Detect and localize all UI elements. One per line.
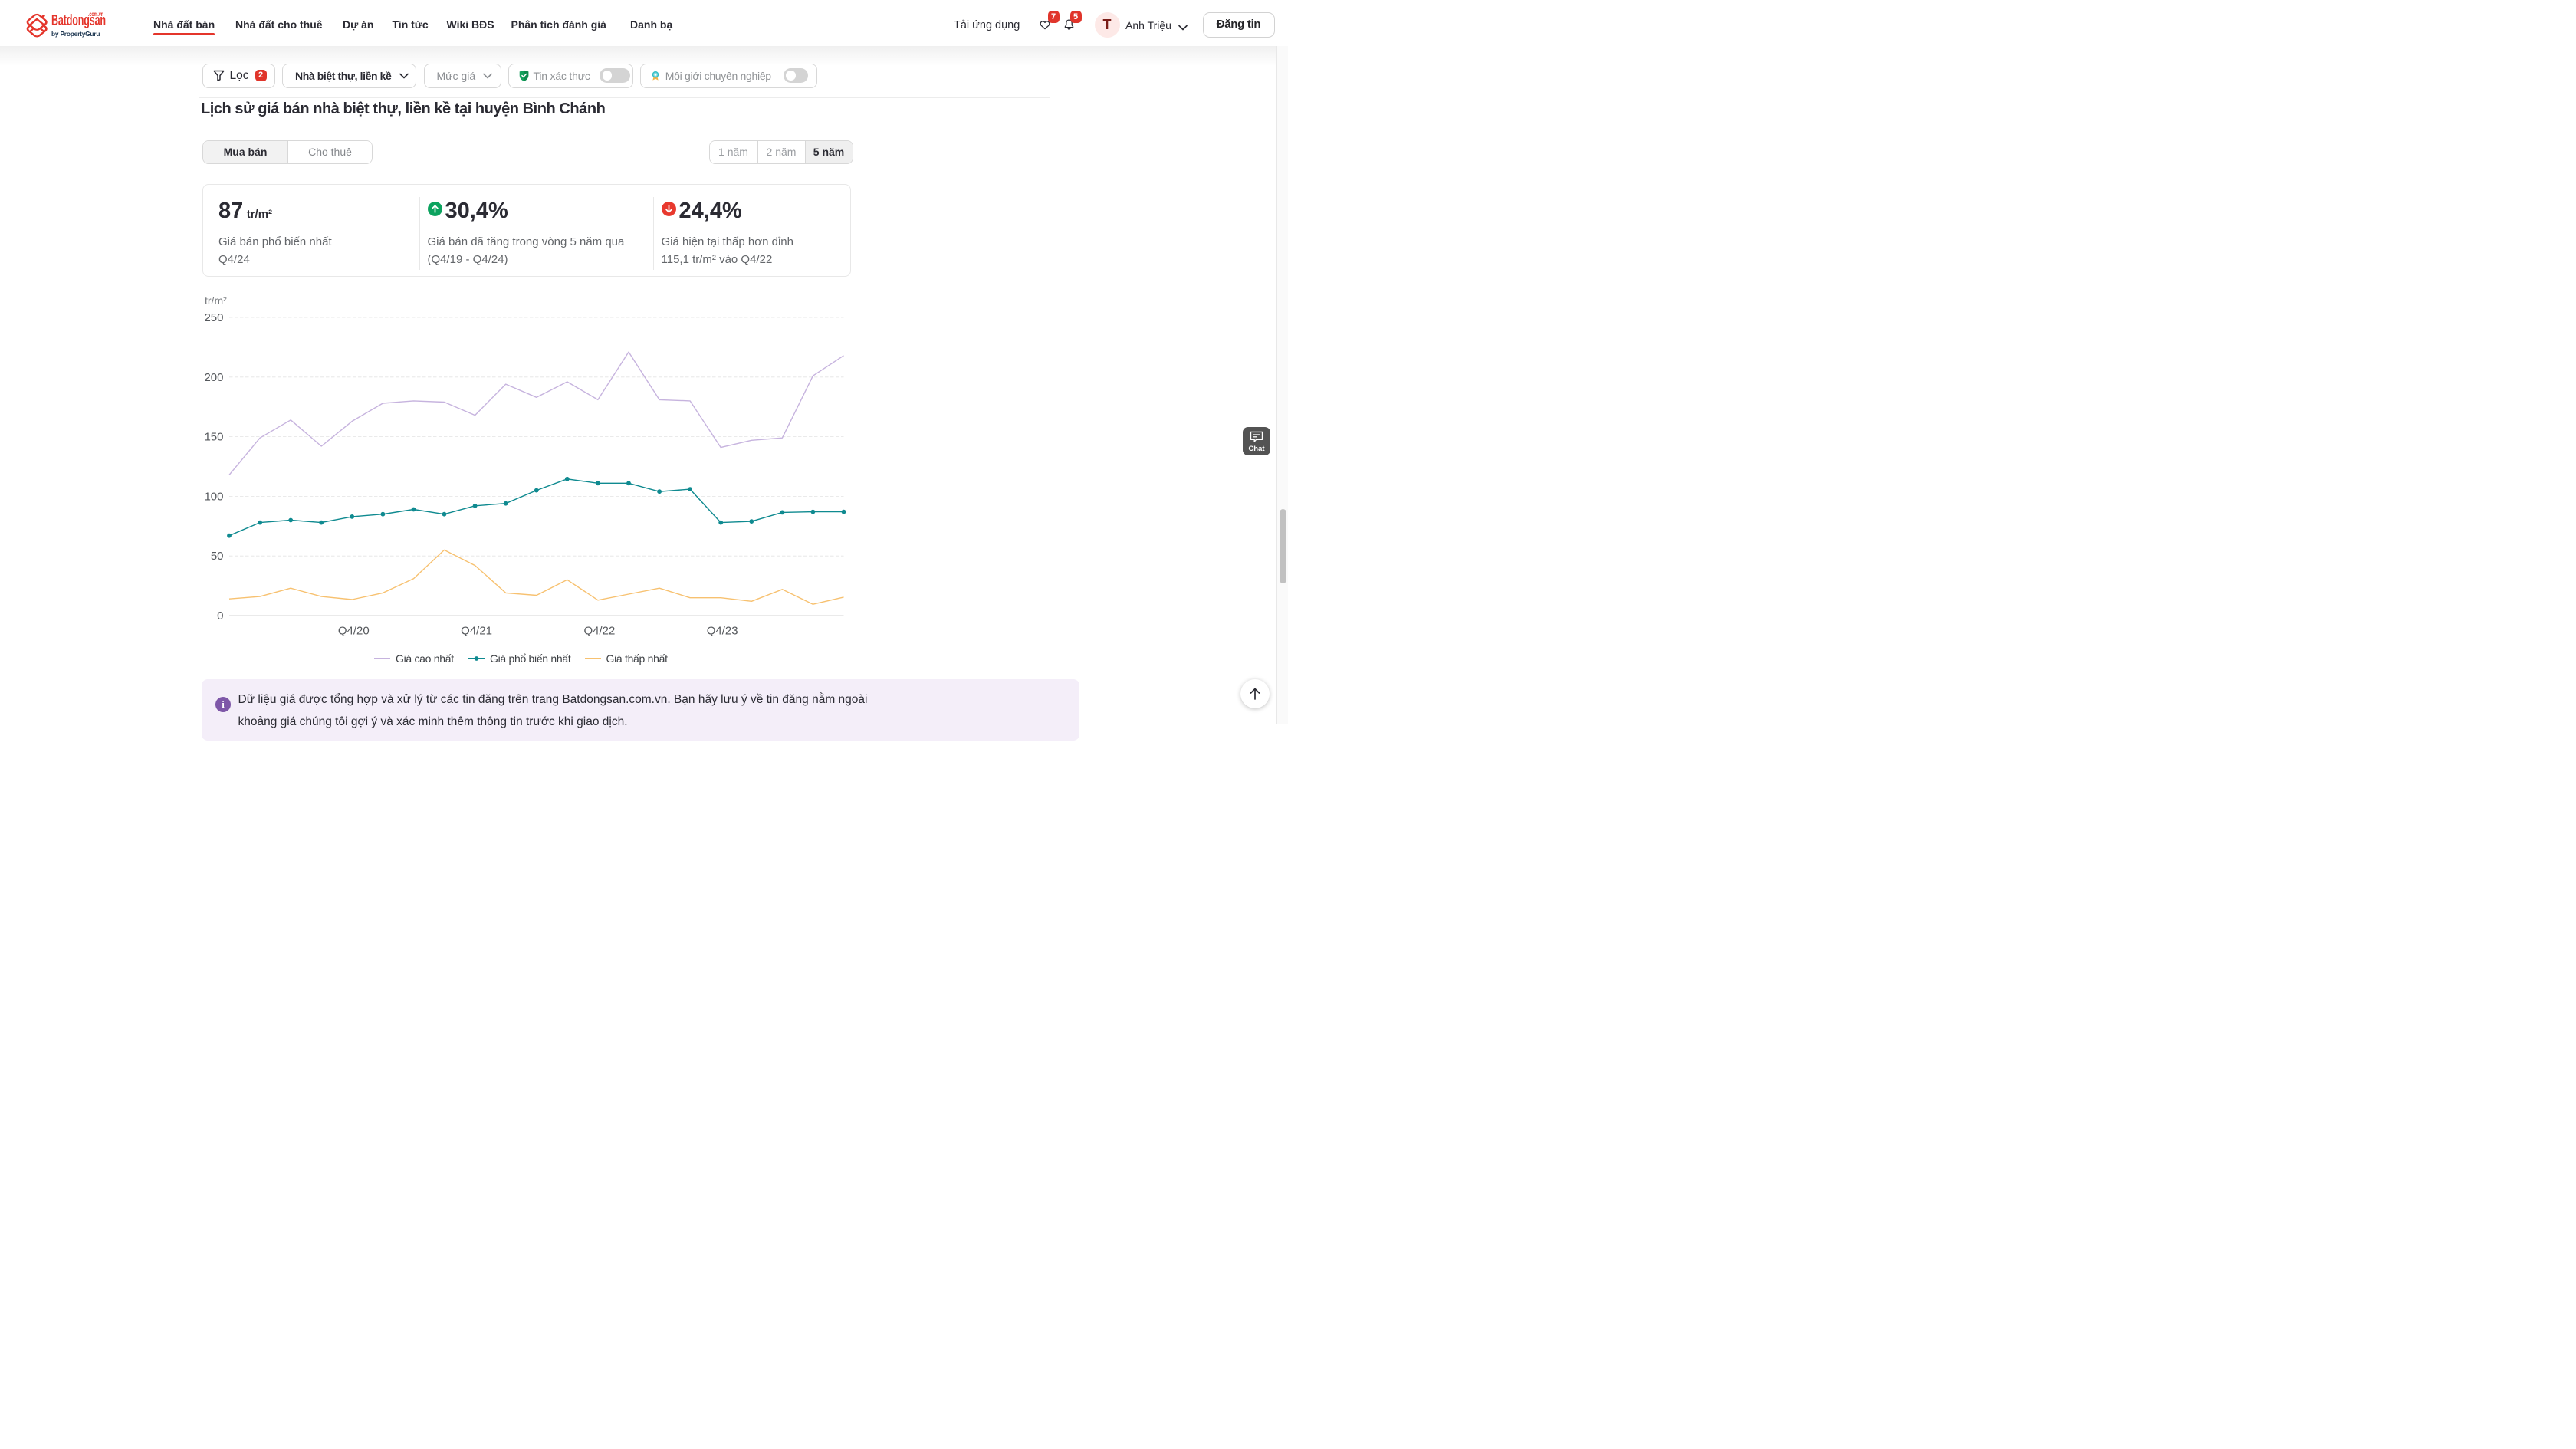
svg-text:Q4/20: Q4/20 [338, 625, 370, 638]
svg-text:0: 0 [217, 610, 223, 623]
svg-text:tr/m²: tr/m² [205, 294, 227, 307]
svg-text:Q4/23: Q4/23 [707, 625, 738, 638]
svg-text:Q4/21: Q4/21 [461, 625, 492, 638]
svg-text:200: 200 [204, 371, 223, 384]
svg-text:250: 250 [204, 311, 223, 324]
svg-text:50: 50 [211, 550, 224, 563]
svg-text:Q4/22: Q4/22 [583, 625, 615, 638]
svg-text:150: 150 [204, 431, 223, 444]
svg-text:100: 100 [204, 490, 223, 503]
